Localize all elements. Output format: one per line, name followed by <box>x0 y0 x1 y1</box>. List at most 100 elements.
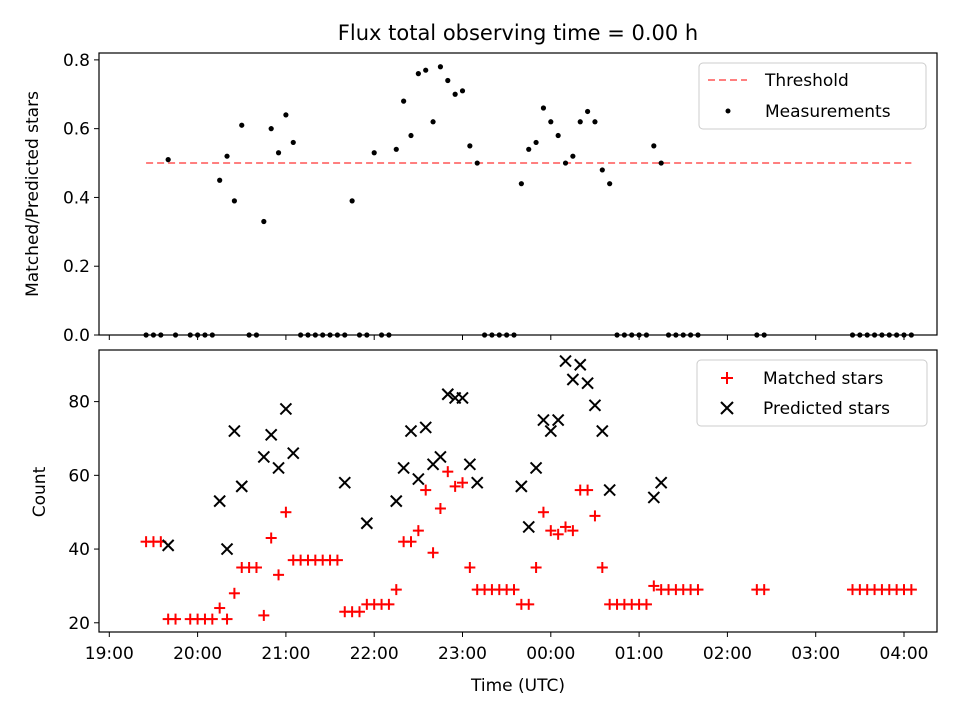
measurement-point <box>592 119 598 125</box>
measurement-point <box>408 132 414 139</box>
top-y-tick-label: 0.2 <box>63 257 90 277</box>
predicted-star-point <box>647 491 661 504</box>
x-tick-label: 02:00 <box>703 644 752 664</box>
top-y-tick-label: 0.0 <box>63 326 90 346</box>
measurement-point <box>467 143 473 149</box>
matched-star-point <box>434 503 446 515</box>
matched-star-point <box>523 598 535 610</box>
matched-star-point <box>596 561 608 573</box>
matched-star-point <box>228 587 240 599</box>
measurement-point <box>518 181 524 187</box>
measurement-point <box>570 153 576 159</box>
x-tick-label: 23:00 <box>438 644 487 664</box>
x-tick-label: 21:00 <box>261 644 310 664</box>
measurement-point <box>349 198 355 204</box>
predicted-star-point <box>412 472 425 486</box>
predicted-star-point <box>544 424 558 438</box>
predicted-star-point <box>596 424 609 438</box>
matched-star-point <box>405 536 417 548</box>
matched-star-point <box>640 598 652 610</box>
predicted-star-point <box>360 517 374 530</box>
bottom-data-layer <box>140 354 917 625</box>
bottom-y-tick-label: 40 <box>68 540 90 560</box>
matched-star-point <box>221 613 233 625</box>
measurement-point <box>452 91 458 97</box>
matched-star-point <box>427 547 439 559</box>
x-tick-label: 00:00 <box>526 644 575 664</box>
measurement-point <box>275 150 282 156</box>
predicted-star-point <box>566 373 580 386</box>
measurement-point <box>651 143 657 149</box>
measurement-point <box>540 105 547 111</box>
measurement-point <box>599 167 605 173</box>
matched-star-point <box>265 532 277 544</box>
measurements-legend-label: Measurements <box>765 102 891 122</box>
matched-star-point <box>758 584 770 596</box>
matched-star-point <box>552 528 564 540</box>
matched-star-point <box>545 525 557 537</box>
predicted-star-point <box>588 399 602 412</box>
predicted-star-point <box>434 450 447 464</box>
bottom-y-axis-label: Count <box>30 466 50 517</box>
top-panel: 0.00.20.40.60.8 Matched/Predicted stars … <box>23 51 938 346</box>
measurements-legend-swatch <box>725 108 731 114</box>
bottom-axes-frame <box>98 349 938 633</box>
bottom-y-tick-label: 60 <box>68 466 90 486</box>
predicted-star-point <box>279 402 293 416</box>
matched-star-point <box>214 602 226 614</box>
predicted-star-point <box>515 480 528 493</box>
predicted-star-point <box>397 461 410 475</box>
matched-star-point <box>530 561 542 573</box>
bottom-legend-box <box>696 359 928 427</box>
x-axis-label: Time (UTC) <box>470 676 565 696</box>
measurement-point <box>401 98 407 104</box>
matched-star-point <box>258 609 270 621</box>
chart-title: Flux total observing time = 0.00 h <box>338 21 698 45</box>
predicted-legend-label: Predicted stars <box>763 399 890 419</box>
predicted-legend-swatch <box>720 401 734 415</box>
predicted-star-point <box>603 483 616 497</box>
predicted-star-point <box>338 476 351 489</box>
predicted-star-point <box>272 461 285 475</box>
measurement-point <box>474 160 480 166</box>
x-tick-label: 22:00 <box>350 644 399 664</box>
measurement-point <box>430 119 436 125</box>
top-legend: Threshold Measurements <box>698 62 927 130</box>
matched-star-point <box>170 613 182 625</box>
measurement-point <box>584 108 591 115</box>
top-legend-box <box>698 62 927 130</box>
top-axes: 0.0 0.2 0.4 0.6 0.8 <box>63 51 938 346</box>
matched-star-point <box>905 584 917 596</box>
matched-star-point <box>353 606 365 618</box>
predicted-star-point <box>522 520 535 534</box>
x-tick-label: 03:00 <box>791 644 840 664</box>
predicted-star-point <box>419 421 432 434</box>
predicted-star-point <box>537 413 550 427</box>
bottom-panel: 20 40 60 80 19:00 20:00 21:00 22:00 23:00 00:00 01… <box>30 349 938 696</box>
measurement-point <box>577 119 583 125</box>
predicted-star-point <box>161 539 175 552</box>
predicted-star-point <box>228 424 241 438</box>
predicted-star-point <box>264 428 278 441</box>
measurement-point <box>393 146 399 152</box>
measurement-point <box>437 64 444 70</box>
measurement-point <box>231 198 237 204</box>
top-y-tick-label: 0.4 <box>63 188 90 208</box>
measurement-point <box>526 146 532 152</box>
bottom-legend: Matched stars Predicted stars <box>696 359 928 427</box>
predicted-star-point <box>654 476 668 489</box>
predicted-star-point <box>559 354 572 368</box>
measurement-point <box>371 150 377 156</box>
predicted-star-point <box>551 413 565 427</box>
bottom-axes: 20 40 60 80 19:00 20:00 21:00 22:00 23:00 00:00 01… <box>68 349 938 664</box>
matched-star-point <box>692 584 704 596</box>
measurement-point <box>533 139 539 146</box>
matched-star-point <box>449 480 461 492</box>
bottom-y-tick-label: 20 <box>68 614 90 634</box>
matched-star-point <box>560 521 572 533</box>
measurement-point <box>607 181 613 187</box>
predicted-star-point <box>441 388 454 401</box>
matched-legend-swatch <box>721 372 733 384</box>
predicted-star-point <box>390 494 403 508</box>
